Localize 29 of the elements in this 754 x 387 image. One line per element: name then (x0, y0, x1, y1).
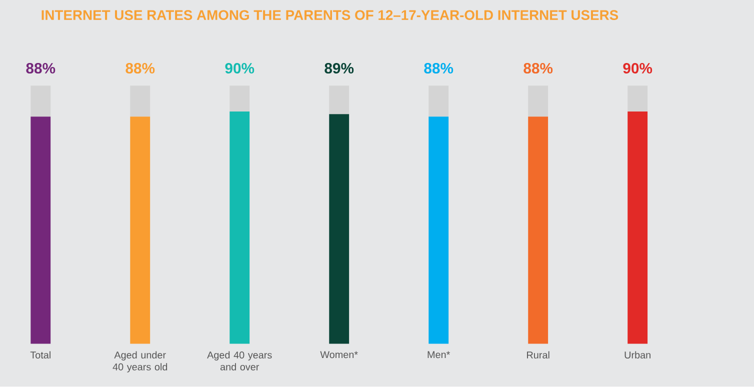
x-tick-label: Rural (527, 351, 550, 359)
x-tick-label: Total (30, 351, 50, 359)
x-tick-label: Aged under 40 years old (112, 351, 168, 373)
x-tick-label: Women* (320, 351, 358, 358)
bar (628, 112, 648, 344)
bar (428, 86, 449, 117)
data-label: 88% (424, 63, 454, 74)
chart-title: INTERNET USE RATES AMONG THE PARENTS OF 12–17-YEAR-OLD INTERNET USERS (42, 10, 618, 20)
data-label: 89% (324, 63, 354, 74)
bar (528, 116, 548, 344)
bar (30, 116, 51, 344)
data-label: 88% (524, 63, 553, 74)
data-label: 88% (126, 63, 155, 74)
bar (130, 86, 150, 117)
bar (329, 86, 350, 114)
bar (230, 112, 250, 344)
bar (428, 116, 449, 344)
bar (528, 86, 548, 117)
x-tick-label: Aged 40 years and over (207, 351, 272, 371)
bar (30, 86, 51, 117)
x-tick-label: Urban (624, 351, 650, 359)
bar (230, 86, 250, 112)
data-label: 90% (623, 63, 652, 74)
bar (329, 114, 350, 344)
bar (130, 116, 150, 344)
data-label: 88% (26, 63, 56, 74)
bar (628, 86, 648, 112)
data-label: 90% (225, 63, 254, 74)
x-tick-label: Men* (428, 351, 450, 358)
